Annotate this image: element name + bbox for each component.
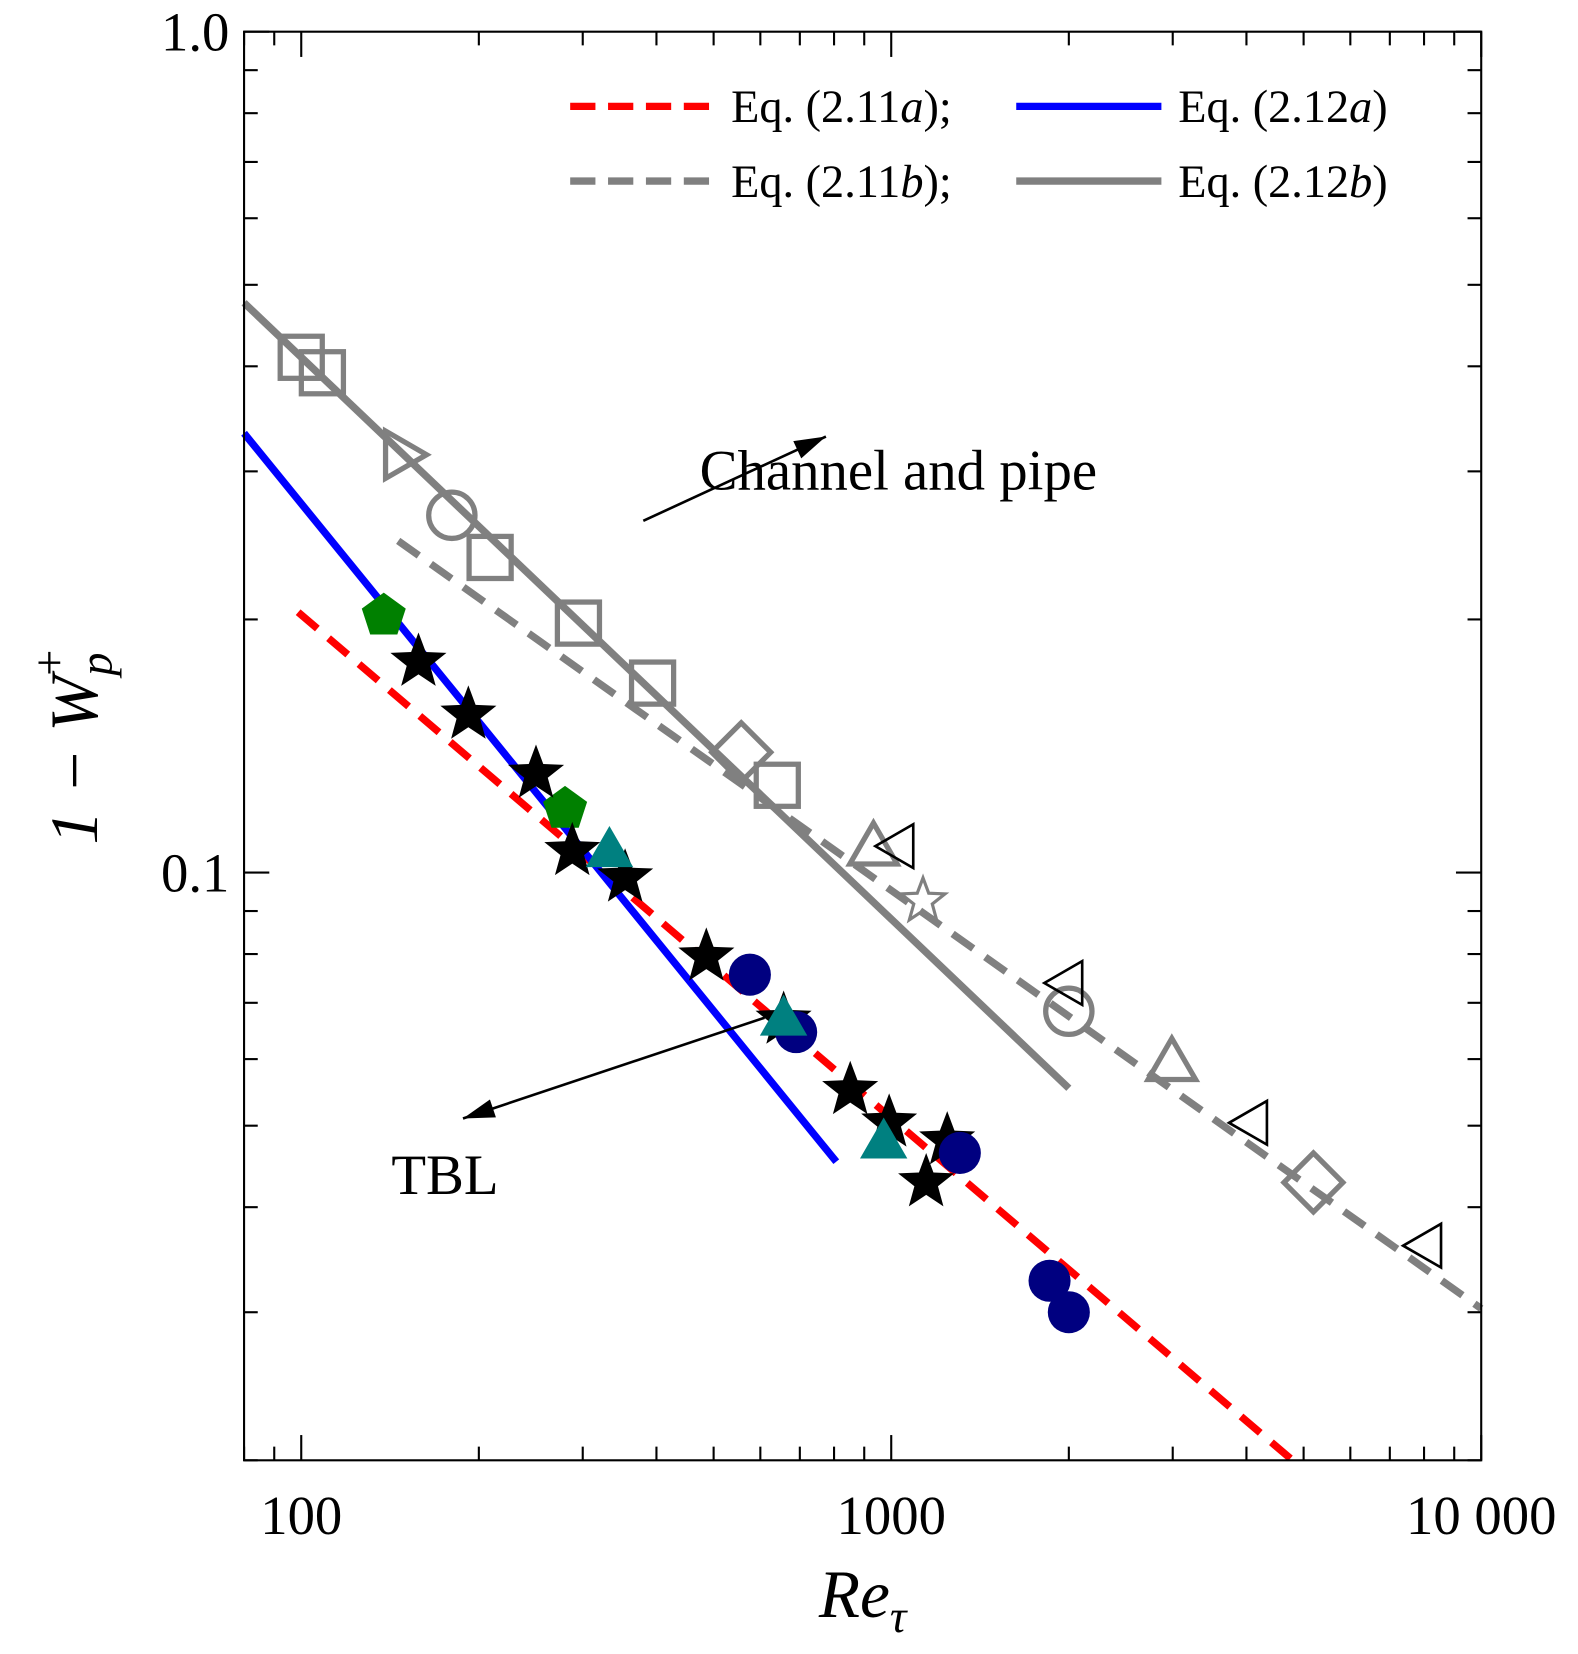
series-line-2 — [241, 430, 840, 1165]
marker-tri-up — [585, 826, 634, 868]
annotation-arrow-shaft-2 — [462, 1016, 765, 1120]
marker-square — [466, 533, 514, 582]
annotation-arrow-shaft-1 — [642, 435, 827, 523]
x-tick-label: 10 000 — [1406, 1485, 1556, 1546]
marker-circle — [938, 1131, 981, 1175]
marker-tri-left — [1226, 1098, 1269, 1147]
marker-star — [898, 1153, 955, 1207]
x-tick-label: 1000 — [837, 1485, 946, 1546]
marker-star — [861, 1093, 918, 1147]
marker-pentagon — [361, 592, 406, 635]
marker-star — [390, 632, 447, 686]
y-axis-label: 1 − Wp+ — [25, 650, 122, 845]
legend-label-eq-2-12b: Eq. (2.12b) — [1178, 157, 1387, 208]
marker-star — [544, 821, 601, 876]
marker-star — [508, 744, 565, 798]
annotation-arrow-head-2 — [462, 1099, 496, 1119]
marker-circle — [1028, 1259, 1071, 1302]
marker-square — [628, 659, 677, 707]
marker-tri-right — [382, 426, 432, 483]
marker-circle — [426, 489, 478, 542]
y-tick-label: 1.0 — [161, 2, 229, 63]
marker-tri-up — [1143, 1033, 1201, 1083]
marker-square — [753, 761, 801, 809]
legend-label-eq-2-12a: Eq. (2.12a) — [1178, 82, 1387, 133]
plot-frame — [243, 30, 1483, 1462]
marker-pentagon — [543, 785, 588, 828]
marker-tri-up — [860, 1117, 908, 1159]
marker-square — [554, 599, 603, 647]
marker-diamond — [1280, 1149, 1347, 1216]
axis-ticks: 100 1000 10 000 1.0 0.1 — [161, 2, 1556, 1546]
marker-tri-left — [1041, 958, 1084, 1008]
annotation-arrows — [462, 435, 827, 1120]
legend: Eq. (2.11a); Eq. (2.12a) Eq. (2.11b); Eq… — [570, 82, 1388, 208]
y-tick-label: 0.1 — [161, 842, 229, 903]
legend-label-eq-2-11b: Eq. (2.11b); — [731, 157, 952, 208]
marker-star — [896, 873, 950, 924]
annotation-tbl: TBL — [391, 1144, 498, 1207]
annotation-channel-and-pipe: Channel and pipe — [700, 439, 1097, 502]
x-axis-label: Reτ — [818, 1557, 908, 1643]
marker-star — [440, 685, 497, 739]
marker-diamond — [708, 719, 775, 786]
plot-marks — [241, 300, 1484, 1462]
marker-circle — [728, 953, 771, 996]
x-tick-label: 100 — [260, 1485, 342, 1546]
series-line-3 — [396, 537, 1484, 1312]
marker-tri-up — [845, 817, 902, 867]
marker-star — [822, 1060, 879, 1115]
legend-label-eq-2-11a: Eq. (2.11a); — [731, 82, 952, 133]
series-line-4 — [241, 300, 1072, 1091]
marker-star — [678, 927, 735, 981]
annotation-arrow-head-1 — [793, 436, 826, 459]
marker-circle — [1047, 1291, 1090, 1334]
marker-tri-up — [759, 994, 808, 1036]
marker-star — [597, 848, 654, 902]
marker-tri-left — [872, 821, 915, 871]
marker-circle — [1043, 985, 1095, 1038]
marker-square — [298, 349, 347, 397]
marker-tri-left — [1400, 1221, 1443, 1270]
